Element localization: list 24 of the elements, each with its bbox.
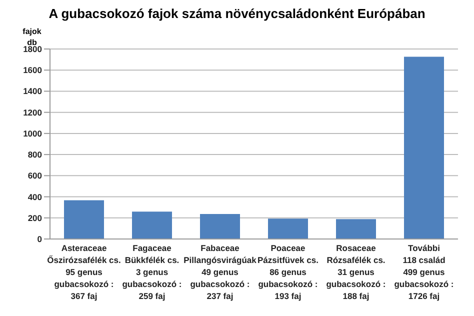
y-tick-label: 1000 bbox=[23, 128, 42, 138]
y-tick-label: 800 bbox=[28, 150, 42, 160]
y-tick-label: 400 bbox=[28, 192, 42, 202]
y-tick-label: 1800 bbox=[23, 44, 42, 54]
bar bbox=[132, 212, 172, 239]
x-tick-label: Poaceae Pázsitfüvek cs. 86 genus gubacsokozó : 193 faj bbox=[258, 243, 318, 301]
bar bbox=[404, 56, 444, 239]
y-tick-label: 1600 bbox=[23, 65, 42, 76]
x-tick-label: Fagaceae Bükkfélék cs. 3 genus gubacsokozó : 259 faj bbox=[122, 243, 182, 301]
bar bbox=[336, 219, 376, 239]
x-tick-label: További 118 család 499 genus gubacsokozó : 1726 faj bbox=[394, 243, 454, 301]
x-tick-label: Asteraceae Őszirózsafélék cs. 95 genus gubacsokozó : 367 faj bbox=[47, 243, 121, 301]
y-tick-label: 600 bbox=[28, 170, 42, 181]
y-tick-label: 1400 bbox=[23, 86, 42, 96]
bar bbox=[64, 200, 104, 239]
y-tick-label: 0 bbox=[37, 234, 42, 244]
y-axis-title: fajok db bbox=[22, 26, 42, 47]
x-tick-label: Fabaceae Pillangósvirágúak 49 genus gubacsokozó : 237 faj bbox=[184, 243, 257, 301]
bar bbox=[268, 218, 308, 239]
x-tick-label: Rosaceae Rózsafélék cs. 31 genus gubacsokozó : 188 faj bbox=[326, 243, 386, 301]
y-tick-label: 200 bbox=[28, 212, 42, 223]
chart-title: A gubacsokozó fajok száma növénycsaládonként Európában bbox=[48, 6, 426, 21]
bar bbox=[200, 214, 240, 239]
y-tick-label: 1200 bbox=[23, 107, 42, 118]
